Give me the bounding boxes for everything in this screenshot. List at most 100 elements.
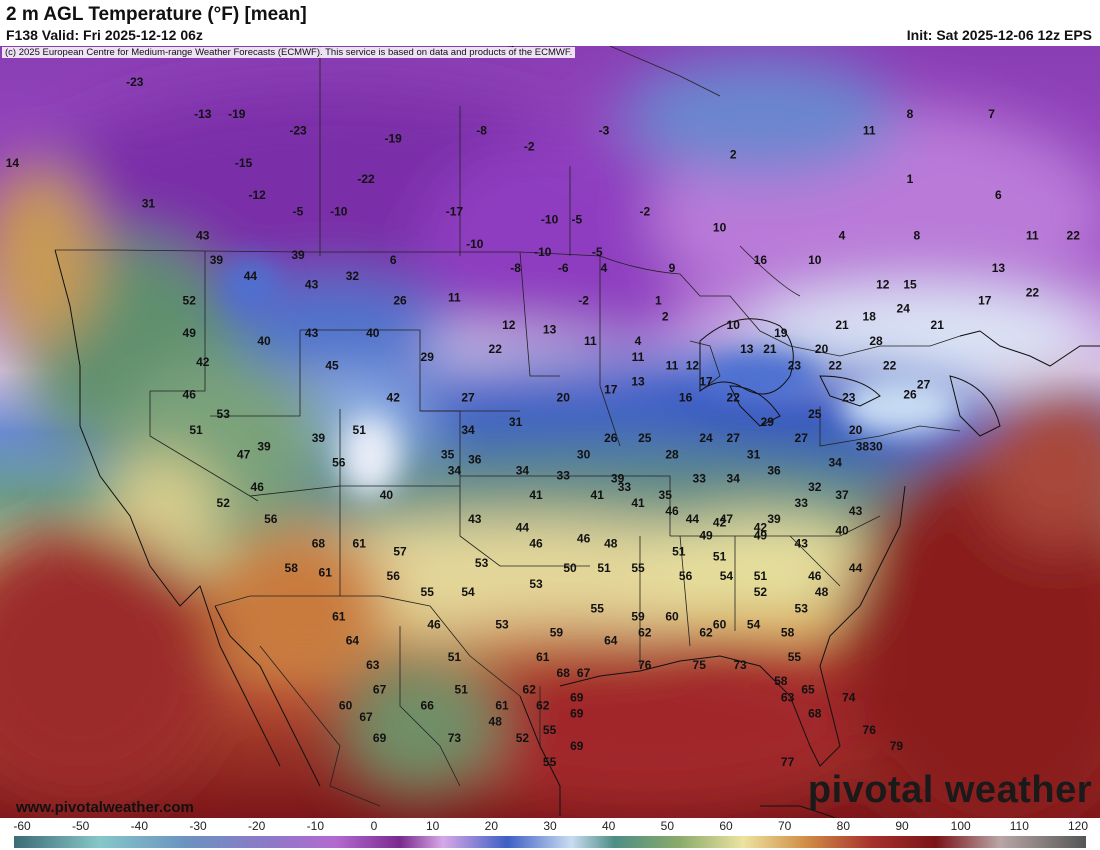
temperature-value: 46 [808, 569, 822, 583]
temperature-value: 10 [808, 253, 822, 267]
temperature-value: 39 [611, 472, 625, 486]
temperature-value: 68 [557, 666, 571, 680]
temperature-value: 48 [815, 585, 829, 599]
temperature-value: 51 [448, 650, 462, 664]
temperature-value: 4 [839, 229, 846, 243]
temperature-value: 73 [733, 658, 747, 672]
temperature-value: 55 [543, 755, 557, 769]
temperature-value: 1 [655, 294, 662, 308]
temperature-value: 40 [366, 326, 380, 340]
temperature-value: 34 [461, 423, 475, 437]
temperature-value: 57 [393, 545, 407, 559]
temperature-value: 66 [421, 699, 435, 713]
temperature-value: 33 [693, 472, 707, 486]
temperature-value: 14 [6, 156, 20, 170]
temperature-value: 6 [995, 188, 1002, 202]
temperature-value: 50 [563, 561, 577, 575]
temperature-value: 31 [747, 447, 761, 461]
map-header: 2 m AGL Temperature (°F) [mean] F138 Val… [0, 0, 1100, 46]
temperature-value: 61 [495, 699, 509, 713]
temperature-value: 13 [992, 261, 1006, 275]
temperature-value: 22 [489, 342, 503, 356]
temperature-value: 30 [869, 439, 883, 453]
temperature-value: 34 [829, 456, 843, 470]
temperature-value: 40 [257, 334, 271, 348]
temperature-value: 55 [421, 585, 435, 599]
temperature-value: 51 [713, 550, 727, 564]
temperature-value: 68 [808, 707, 822, 721]
temperature-value: 52 [217, 496, 231, 510]
temperature-value: 6 [390, 253, 397, 267]
temperature-value: 13 [543, 323, 557, 337]
temperature-value: 43 [795, 537, 809, 551]
temperature-value: 41 [529, 488, 543, 502]
temperature-value: 18 [863, 310, 877, 324]
temperature-value: 42 [196, 355, 210, 369]
temperature-value: -15 [235, 156, 253, 170]
temperature-value: 22 [883, 358, 897, 372]
temperature-value: 11 [448, 290, 461, 304]
temperature-field [0, 56, 1100, 818]
temperature-value: 46 [251, 480, 265, 494]
temperature-value: 21 [763, 342, 777, 356]
temperature-value: 20 [849, 423, 863, 437]
temperature-value: 46 [183, 388, 197, 402]
temperature-value: 42 [387, 391, 401, 405]
temperature-value: 44 [244, 269, 258, 283]
temperature-value: 52 [754, 585, 768, 599]
temperature-value: 17 [978, 294, 992, 308]
temperature-value: -5 [592, 245, 603, 259]
temperature-value: 43 [468, 512, 482, 526]
legend-tick: 120 [1067, 819, 1089, 833]
temperature-map: -7-23-13-19-23-19-8-2-314-15-22-1231-5-1… [0, 46, 1100, 818]
temperature-value: 8 [913, 229, 920, 243]
temperature-value: -10 [466, 237, 484, 251]
temperature-value: 51 [597, 561, 611, 575]
temperature-value: 67 [577, 666, 591, 680]
legend-tick: 0 [370, 819, 378, 833]
temperature-value: 51 [455, 682, 469, 696]
temperature-value: -23 [289, 123, 307, 137]
temperature-value: 46 [577, 532, 591, 546]
temperature-value: 43 [305, 277, 319, 291]
temperature-value: 10 [727, 318, 741, 332]
temperature-value: 53 [217, 407, 231, 421]
temperature-value: 44 [686, 512, 700, 526]
temperature-value: 58 [774, 674, 788, 688]
temperature-value: 53 [795, 601, 809, 615]
temperature-value: 47 [720, 512, 734, 526]
legend-tick: -20 [247, 819, 266, 833]
temperature-value: 13 [740, 342, 754, 356]
temperature-value: 56 [332, 456, 346, 470]
temperature-value: -13 [194, 107, 212, 121]
temperature-value: 55 [631, 561, 645, 575]
temperature-value: 76 [638, 658, 652, 672]
temperature-value: 61 [332, 609, 346, 623]
temperature-value: -2 [639, 204, 650, 218]
temperature-value: 75 [693, 658, 707, 672]
temperature-value: 43 [305, 326, 319, 340]
temperature-value: -22 [357, 172, 375, 186]
temperature-value: 69 [570, 739, 584, 753]
temperature-value: -5 [571, 213, 582, 227]
legend-tick: 90 [895, 819, 909, 833]
temperature-value: 62 [699, 626, 713, 640]
temperature-value: 23 [842, 391, 856, 405]
temperature-value: 60 [713, 618, 727, 632]
temperature-value: 28 [869, 334, 883, 348]
brand-logo: pivotal weather [807, 769, 1092, 811]
temperature-value: 46 [529, 537, 543, 551]
temperature-value: 12 [502, 318, 516, 332]
temperature-value: 11 [666, 358, 679, 372]
temperature-value: 24 [897, 302, 911, 316]
temperature-value: 31 [509, 415, 523, 429]
temperature-detail [220, 256, 960, 496]
temperature-value: 62 [638, 626, 652, 640]
site-url[interactable]: www.pivotalweather.com [16, 799, 194, 816]
temperature-value: 30 [577, 447, 591, 461]
temperature-value: 79 [890, 739, 904, 753]
temperature-value: 59 [550, 626, 564, 640]
temperature-value: 10 [713, 221, 727, 235]
temperature-value: 64 [346, 634, 360, 648]
temperature-value: 54 [747, 618, 761, 632]
